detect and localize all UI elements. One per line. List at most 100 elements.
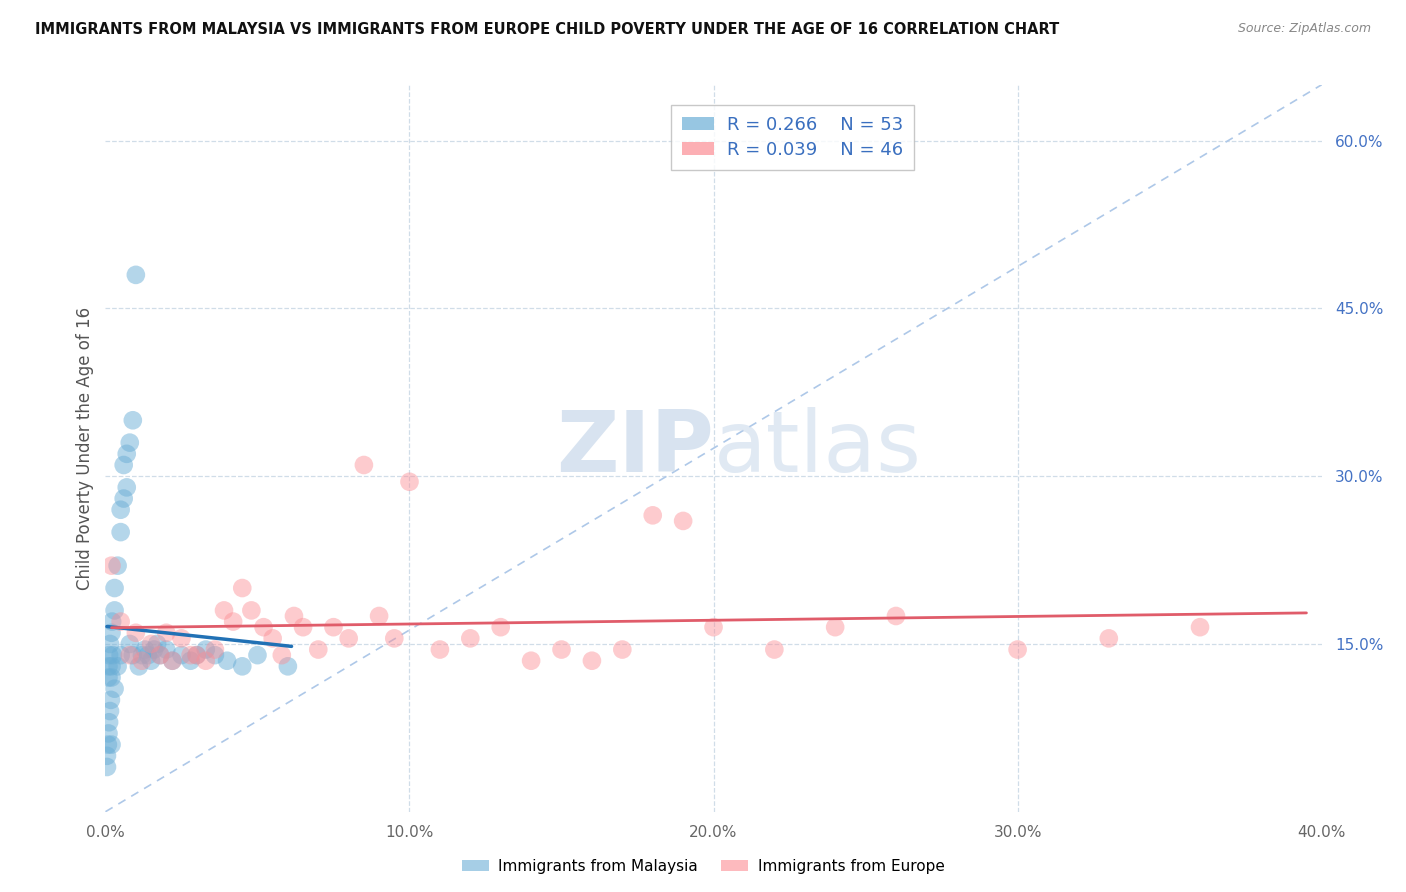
Point <box>217 654 239 668</box>
Point <box>118 435 141 450</box>
Point <box>118 648 141 662</box>
Point <box>702 620 725 634</box>
Point <box>115 447 138 461</box>
Y-axis label: Child Poverty Under the Age of 16: Child Poverty Under the Age of 16 <box>76 307 94 590</box>
Point <box>186 648 208 662</box>
Point <box>118 637 141 651</box>
Point <box>98 715 121 730</box>
Point <box>240 603 263 617</box>
Point <box>98 704 121 718</box>
Point <box>155 642 177 657</box>
Point <box>824 620 846 634</box>
Point <box>1188 620 1211 634</box>
Point <box>103 681 125 696</box>
Point <box>125 268 148 282</box>
Point <box>100 659 122 673</box>
Point <box>581 654 603 668</box>
Point <box>398 475 420 489</box>
Point <box>612 642 634 657</box>
Point <box>98 637 121 651</box>
Point <box>110 615 132 629</box>
Point <box>131 648 153 662</box>
Point <box>112 491 135 506</box>
Point <box>110 502 132 516</box>
Point <box>149 648 172 662</box>
Point <box>337 632 360 646</box>
Point <box>121 648 143 662</box>
Point <box>162 654 184 668</box>
Point <box>212 603 235 617</box>
Point <box>186 648 208 662</box>
Text: ZIP: ZIP <box>555 407 713 490</box>
Point <box>1098 632 1121 646</box>
Point <box>143 642 166 657</box>
Point <box>97 738 120 752</box>
Point <box>170 648 193 662</box>
Point <box>170 632 193 646</box>
Point <box>98 648 121 662</box>
Point <box>429 642 451 657</box>
Point <box>128 659 150 673</box>
Point <box>155 625 177 640</box>
Point <box>101 648 124 662</box>
Legend: Immigrants from Malaysia, Immigrants from Europe: Immigrants from Malaysia, Immigrants fro… <box>456 853 950 880</box>
Point <box>139 637 162 651</box>
Point <box>110 525 132 540</box>
Point <box>641 508 664 523</box>
Point <box>1007 642 1029 657</box>
Point <box>96 760 118 774</box>
Point <box>307 642 329 657</box>
Point <box>520 654 543 668</box>
Point <box>100 671 122 685</box>
Point <box>107 659 129 673</box>
Text: Source: ZipAtlas.com: Source: ZipAtlas.com <box>1237 22 1371 36</box>
Point <box>292 620 315 634</box>
Point <box>146 637 169 651</box>
Point <box>100 558 122 573</box>
Point <box>277 659 299 673</box>
Point <box>134 642 156 657</box>
Point <box>121 413 143 427</box>
Point <box>100 738 122 752</box>
Point <box>131 654 153 668</box>
Point <box>97 726 120 740</box>
Point <box>382 632 405 646</box>
Point <box>103 581 125 595</box>
Point <box>763 642 786 657</box>
Point <box>149 648 172 662</box>
Point <box>270 648 292 662</box>
Point <box>231 659 253 673</box>
Point <box>231 581 253 595</box>
Point <box>103 603 125 617</box>
Point <box>283 609 305 624</box>
Point <box>246 648 269 662</box>
Point <box>489 620 512 634</box>
Point <box>884 609 907 624</box>
Point <box>262 632 284 646</box>
Text: IMMIGRANTS FROM MALAYSIA VS IMMIGRANTS FROM EUROPE CHILD POVERTY UNDER THE AGE O: IMMIGRANTS FROM MALAYSIA VS IMMIGRANTS F… <box>35 22 1059 37</box>
Point <box>136 648 159 662</box>
Point <box>97 671 120 685</box>
Point <box>180 648 202 662</box>
Point <box>252 620 274 634</box>
Point <box>672 514 695 528</box>
Point <box>368 609 391 624</box>
Point <box>107 558 129 573</box>
Point <box>110 648 132 662</box>
Point <box>322 620 344 634</box>
Point <box>180 654 202 668</box>
Text: atlas: atlas <box>713 407 921 490</box>
Point <box>112 458 135 472</box>
Point <box>353 458 375 472</box>
Legend: R = 0.266    N = 53, R = 0.039    N = 46: R = 0.266 N = 53, R = 0.039 N = 46 <box>671 104 914 169</box>
Point <box>139 654 162 668</box>
Point <box>550 642 572 657</box>
Point <box>204 648 226 662</box>
Point <box>100 693 122 707</box>
Point <box>101 615 124 629</box>
Point <box>458 632 481 646</box>
Point <box>100 625 122 640</box>
Point <box>96 748 118 763</box>
Point <box>204 642 226 657</box>
Point <box>194 642 217 657</box>
